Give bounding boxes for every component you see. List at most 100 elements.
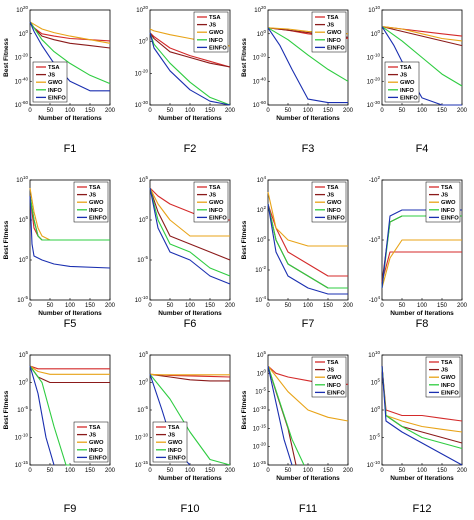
x-tick-label: 50 bbox=[47, 468, 54, 474]
y-tick-label: 10-15 bbox=[135, 460, 149, 469]
legend-label-info: INFO bbox=[168, 448, 182, 454]
legend-label-info: INFO bbox=[209, 208, 223, 214]
legend-label-info: INFO bbox=[327, 208, 341, 214]
legend-label-js: JS bbox=[327, 368, 334, 374]
panel-f9: 0 50 100 150 200 105 100 10-5 10-10 10-15 Best Fit… bbox=[3, 350, 116, 515]
y-tick-label: 1020 bbox=[254, 5, 266, 14]
series-line-info bbox=[267, 365, 305, 466]
x-tick-label: 100 bbox=[65, 303, 76, 309]
y-tick-label: 1020 bbox=[16, 5, 28, 14]
x-tick-label: 50 bbox=[47, 303, 54, 309]
y-tick-label: 10-5 bbox=[137, 405, 148, 414]
x-axis-label: Number of Iterations bbox=[158, 115, 222, 122]
series-line-einfo bbox=[381, 365, 463, 466]
x-tick-label: 0 bbox=[148, 303, 152, 309]
panel-caption: F8 bbox=[416, 318, 429, 330]
series-line-gwo bbox=[149, 187, 230, 237]
x-tick-label: 150 bbox=[437, 108, 448, 114]
legend-label-tsa: TSA bbox=[48, 65, 60, 71]
legend-label-js: JS bbox=[48, 73, 55, 79]
y-axis-label: Best Fitness bbox=[3, 220, 10, 259]
legend-label-einfo: EINFO bbox=[441, 390, 459, 396]
x-tick-label: 50 bbox=[399, 108, 406, 114]
x-tick-label: 100 bbox=[185, 468, 196, 474]
panel-f2: 0 50 100 150 200 1020 100 10-20 10-30 Number of I… bbox=[135, 5, 236, 155]
y-tick-label: 10-30 bbox=[367, 100, 381, 109]
x-axis-label: Number of Iterations bbox=[158, 475, 222, 482]
series-line-gwo bbox=[29, 365, 110, 375]
panel-caption: F7 bbox=[302, 318, 315, 330]
y-tick-label: 10-20 bbox=[367, 76, 381, 85]
y-tick-label: 1010 bbox=[368, 350, 380, 359]
series-line-einfo bbox=[267, 365, 293, 466]
y-tick-label: 100 bbox=[371, 405, 381, 414]
panel-f3: 0 50 100 150 200 1020 100 10-20 10-40 10-60 Number… bbox=[241, 5, 354, 155]
legend-label-info: INFO bbox=[441, 208, 455, 214]
series-line-js bbox=[149, 373, 230, 382]
x-axis-label: Number of Iterations bbox=[276, 475, 340, 482]
y-tick-label: 104 bbox=[257, 175, 267, 184]
y-tick-label: 10-4 bbox=[255, 295, 266, 304]
legend-label-js: JS bbox=[327, 193, 334, 199]
legend-label-gwo: GWO bbox=[441, 375, 456, 381]
legend-label-js: JS bbox=[209, 23, 216, 29]
series-line-einfo bbox=[267, 27, 348, 104]
y-tick-label: 10-10 bbox=[367, 53, 381, 62]
legend-label-gwo: GWO bbox=[327, 30, 342, 36]
panel-caption: F9 bbox=[64, 503, 77, 515]
x-tick-label: 100 bbox=[65, 468, 76, 474]
y-tick-label: 1010 bbox=[368, 5, 380, 14]
legend-label-tsa: TSA bbox=[327, 360, 339, 366]
x-tick-label: 150 bbox=[437, 303, 448, 309]
legend-label-tsa: TSA bbox=[168, 425, 180, 431]
legend-label-info: INFO bbox=[327, 383, 341, 389]
y-tick-label: 10-5 bbox=[17, 405, 28, 414]
x-tick-label: 50 bbox=[47, 108, 54, 114]
y-tick-label: 10-40 bbox=[253, 76, 267, 85]
legend-label-gwo: GWO bbox=[327, 200, 342, 206]
legend-label-tsa: TSA bbox=[89, 425, 101, 431]
panel-caption: F6 bbox=[184, 318, 197, 330]
legend-label-tsa: TSA bbox=[441, 185, 453, 191]
legend-label-js: JS bbox=[327, 23, 334, 29]
y-tick-label: 100 bbox=[19, 378, 29, 387]
y-tick-label: 100 bbox=[139, 215, 149, 224]
legend-label-info: INFO bbox=[327, 38, 341, 44]
y-tick-label: -104 bbox=[369, 295, 381, 304]
legend-label-einfo: EINFO bbox=[209, 215, 227, 221]
legend-label-einfo: EINFO bbox=[327, 215, 345, 221]
series-line-gwo bbox=[267, 365, 349, 422]
y-tick-label: 10-5 bbox=[137, 255, 148, 264]
legend-label-einfo: EINFO bbox=[327, 45, 345, 51]
y-tick-label: 100 bbox=[139, 37, 149, 46]
y-tick-label: 105 bbox=[371, 378, 381, 387]
panel-caption: F5 bbox=[64, 318, 77, 330]
x-axis-label: Number of Iterations bbox=[390, 475, 454, 482]
series-line-info bbox=[381, 26, 463, 87]
series-line-js bbox=[149, 32, 231, 68]
y-tick-label: 10-20 bbox=[135, 68, 149, 77]
legend-label-gwo: GWO bbox=[48, 80, 63, 86]
legend-label-einfo: EINFO bbox=[400, 95, 418, 101]
y-tick-label: 100 bbox=[371, 29, 381, 38]
y-tick-label: 10-5 bbox=[17, 295, 28, 304]
series-line-js bbox=[381, 26, 463, 47]
x-axis-label: Number of Iterations bbox=[158, 310, 222, 317]
legend-label-js: JS bbox=[89, 433, 96, 439]
y-tick-label: 10-40 bbox=[15, 76, 29, 85]
x-tick-label: 100 bbox=[417, 108, 428, 114]
x-tick-label: 0 bbox=[266, 108, 270, 114]
panel-caption: F12 bbox=[413, 503, 432, 515]
series-line-einfo bbox=[29, 365, 55, 466]
legend-label-tsa: TSA bbox=[327, 15, 339, 21]
series-line-gwo bbox=[29, 21, 111, 44]
x-tick-label: 200 bbox=[225, 468, 236, 474]
x-tick-label: 150 bbox=[205, 468, 216, 474]
